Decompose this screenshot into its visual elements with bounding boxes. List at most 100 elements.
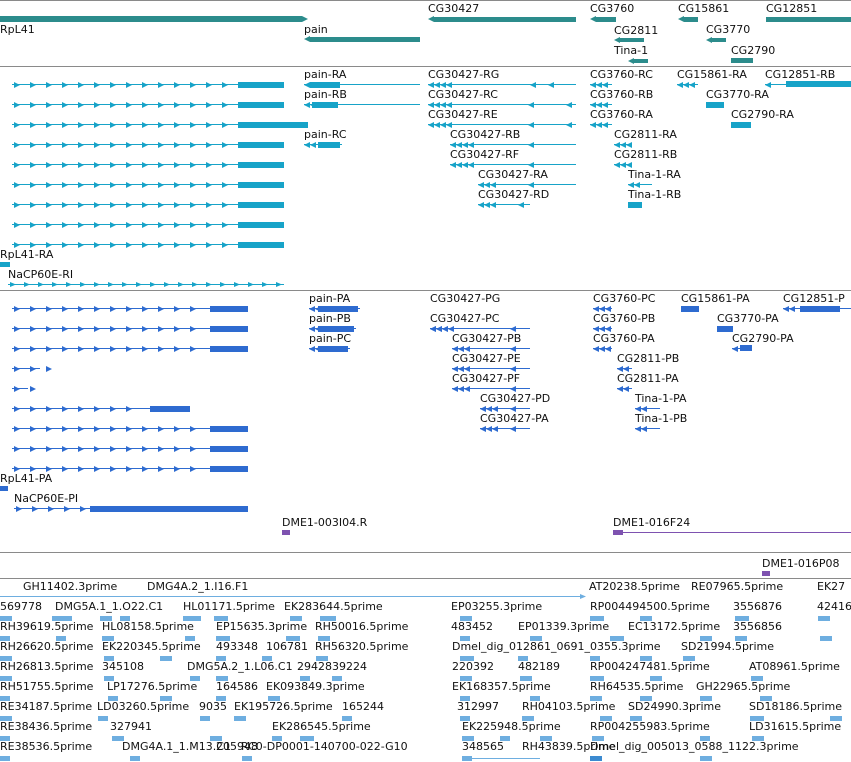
est-glyph[interactable]	[750, 716, 764, 721]
est-label[interactable]: LD03260.5prime	[97, 700, 190, 713]
transcript-glyph[interactable]	[126, 122, 132, 128]
transcript-glyph[interactable]	[222, 82, 228, 88]
transcript-glyph[interactable]	[206, 202, 212, 208]
est-label[interactable]: RH51755.5prime	[0, 680, 94, 693]
protein-label[interactable]: Tina-1-PA	[635, 392, 687, 405]
protein-glyph[interactable]	[126, 426, 132, 432]
est-label[interactable]: EP01339.3prime	[518, 620, 610, 633]
protein-glyph[interactable]	[110, 346, 116, 352]
transcript-glyph[interactable]	[206, 182, 212, 188]
est-glyph[interactable]	[318, 636, 330, 641]
transcript-glyph[interactable]	[238, 142, 284, 148]
est-label[interactable]: GH22965.5prime	[696, 680, 791, 693]
gene-label[interactable]: CG3770	[706, 23, 751, 36]
transcript-glyph[interactable]	[222, 102, 228, 108]
transcript-label[interactable]: CG3760-RA	[590, 108, 653, 121]
protein-label[interactable]: CG30427-PC	[430, 312, 500, 325]
transcript-glyph[interactable]	[446, 122, 452, 128]
transcript-glyph[interactable]	[142, 182, 148, 188]
protein-glyph[interactable]	[174, 346, 180, 352]
clone-glyph[interactable]	[613, 530, 623, 535]
transcript-glyph[interactable]	[174, 142, 180, 148]
protein-glyph[interactable]	[14, 326, 20, 332]
transcript-glyph[interactable]	[677, 82, 683, 88]
transcript-glyph[interactable]	[628, 202, 642, 208]
transcript-glyph[interactable]	[590, 122, 596, 128]
protein-glyph[interactable]	[158, 426, 164, 432]
protein-label[interactable]: CG2811-PA	[617, 372, 679, 385]
protein-glyph[interactable]	[309, 306, 315, 312]
est-label[interactable]: 42416	[817, 600, 851, 613]
protein-label[interactable]: CG30427-PF	[452, 372, 521, 385]
gene-glyph[interactable]	[596, 17, 616, 22]
protein-glyph[interactable]	[30, 446, 36, 452]
transcript-glyph[interactable]	[440, 122, 446, 128]
est-label[interactable]: RH39619.5prime	[0, 620, 94, 633]
protein-glyph[interactable]	[62, 326, 68, 332]
transcript-glyph[interactable]	[126, 102, 132, 108]
transcript-glyph[interactable]	[46, 242, 52, 248]
protein-glyph[interactable]	[452, 346, 458, 352]
est-glyph[interactable]	[216, 696, 226, 701]
gene-glyph[interactable]	[620, 38, 644, 42]
gene-label[interactable]: CG2811	[614, 24, 659, 37]
transcript-glyph[interactable]	[14, 102, 20, 108]
est-glyph[interactable]	[460, 656, 474, 661]
est-glyph[interactable]	[500, 736, 510, 741]
transcript-label[interactable]: pain-RC	[304, 128, 347, 141]
transcript-glyph[interactable]	[190, 202, 196, 208]
est-glyph[interactable]	[735, 636, 747, 641]
est-label[interactable]: 165244	[342, 700, 384, 713]
est-label[interactable]: EK283644.5prime	[284, 600, 383, 613]
protein-glyph[interactable]	[458, 386, 464, 392]
transcript-glyph[interactable]	[206, 242, 212, 248]
protein-glyph[interactable]	[14, 386, 20, 392]
protein-glyph[interactable]	[62, 466, 68, 472]
est-label[interactable]: Dmel_dig_012861_0691_0355.3prime	[452, 640, 661, 653]
est-glyph[interactable]	[316, 656, 328, 661]
transcript-glyph[interactable]	[238, 242, 284, 248]
est-glyph[interactable]	[0, 736, 10, 741]
protein-glyph[interactable]	[78, 426, 84, 432]
protein-glyph[interactable]	[14, 466, 20, 472]
protein-glyph[interactable]	[14, 446, 20, 452]
transcript-glyph[interactable]	[490, 202, 496, 208]
transcript-glyph[interactable]	[174, 222, 180, 228]
protein-glyph[interactable]	[800, 306, 840, 312]
protein-label[interactable]: CG30427-PA	[480, 412, 549, 425]
transcript-glyph[interactable]	[94, 102, 100, 108]
protein-glyph[interactable]	[318, 326, 354, 332]
transcript-glyph[interactable]	[706, 102, 724, 108]
protein-glyph[interactable]	[635, 426, 641, 432]
transcript-glyph[interactable]	[46, 222, 52, 228]
protein-glyph[interactable]	[464, 366, 470, 372]
transcript-glyph[interactable]	[238, 82, 284, 88]
est-label[interactable]: RE34187.5prime	[0, 700, 93, 713]
protein-glyph[interactable]	[210, 326, 248, 332]
transcript-glyph[interactable]	[126, 142, 132, 148]
transcript-glyph[interactable]	[190, 162, 196, 168]
est-label[interactable]: EK093849.3prime	[266, 680, 365, 693]
transcript-glyph[interactable]	[206, 142, 212, 148]
transcript-glyph[interactable]	[490, 182, 496, 188]
transcript-glyph[interactable]	[110, 82, 116, 88]
est-label[interactable]: EK225948.5prime	[462, 720, 561, 733]
protein-glyph[interactable]	[448, 326, 454, 332]
transcript-glyph[interactable]	[46, 182, 52, 188]
transcript-glyph[interactable]	[110, 102, 116, 108]
protein-glyph[interactable]	[32, 506, 38, 512]
transcript-glyph[interactable]	[46, 102, 52, 108]
protein-glyph[interactable]	[126, 346, 132, 352]
est-glyph[interactable]	[0, 756, 10, 761]
transcript-glyph[interactable]	[206, 102, 212, 108]
est-label[interactable]: RH04103.5prime	[522, 700, 616, 713]
transcript-glyph[interactable]	[142, 162, 148, 168]
protein-glyph[interactable]	[190, 346, 196, 352]
est-glyph[interactable]	[760, 696, 772, 701]
est-glyph[interactable]	[590, 756, 602, 761]
transcript-glyph[interactable]	[222, 142, 228, 148]
protein-glyph[interactable]	[510, 426, 516, 432]
gene-label[interactable]: CG3760	[590, 2, 635, 15]
est-label[interactable]: RP004255983.5prime	[590, 720, 710, 733]
transcript-glyph[interactable]	[78, 202, 84, 208]
